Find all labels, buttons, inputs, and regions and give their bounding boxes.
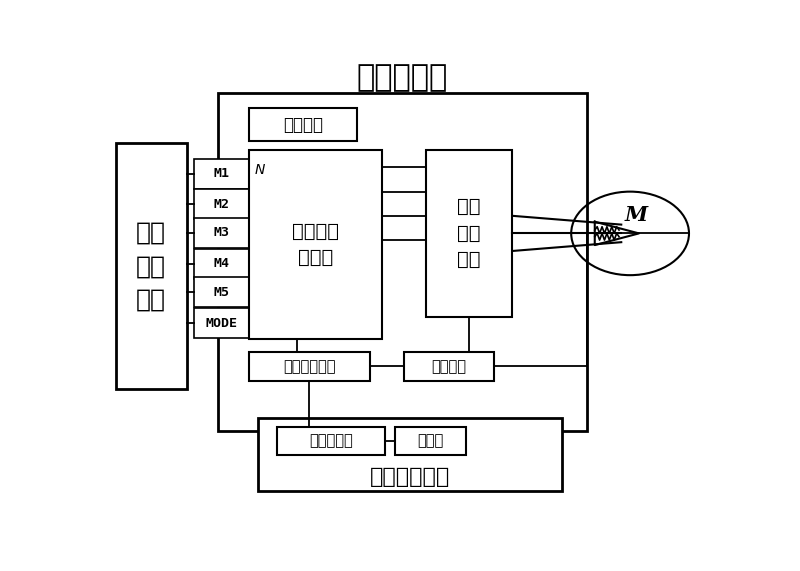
Text: 通讯接口电路: 通讯接口电路 <box>283 359 335 374</box>
Bar <box>194 249 249 279</box>
Text: MODE: MODE <box>206 316 238 329</box>
Text: 中央控制
处理器: 中央控制 处理器 <box>292 222 339 267</box>
Bar <box>194 308 249 338</box>
Bar <box>249 150 382 339</box>
Bar <box>249 352 370 381</box>
Text: 检测电路: 检测电路 <box>431 359 466 374</box>
Text: M4: M4 <box>214 257 230 270</box>
Bar <box>194 159 249 188</box>
Bar <box>426 150 512 317</box>
Text: 外界通讯设备: 外界通讯设备 <box>370 468 450 488</box>
Bar <box>194 190 249 219</box>
Text: M2: M2 <box>214 198 230 211</box>
Text: M5: M5 <box>214 286 230 299</box>
Text: 空调
控制
系统: 空调 控制 系统 <box>136 221 166 312</box>
Text: 编程器: 编程器 <box>417 433 443 449</box>
Text: M: M <box>625 204 648 224</box>
Text: 信号转换器: 信号转换器 <box>309 433 353 449</box>
Bar <box>277 427 386 456</box>
Bar <box>115 143 187 389</box>
Text: N: N <box>255 163 266 177</box>
Bar <box>249 108 358 141</box>
Text: 电源模块: 电源模块 <box>283 115 323 134</box>
Text: M3: M3 <box>214 227 230 239</box>
Bar <box>258 418 562 490</box>
Bar <box>194 278 249 307</box>
Bar <box>404 352 494 381</box>
Bar <box>218 93 586 431</box>
Text: M1: M1 <box>214 167 230 180</box>
Text: 电机控制器: 电机控制器 <box>357 63 448 92</box>
Text: 功率
驱动
模块: 功率 驱动 模块 <box>457 198 481 270</box>
Bar <box>194 218 249 248</box>
Bar <box>394 427 466 456</box>
